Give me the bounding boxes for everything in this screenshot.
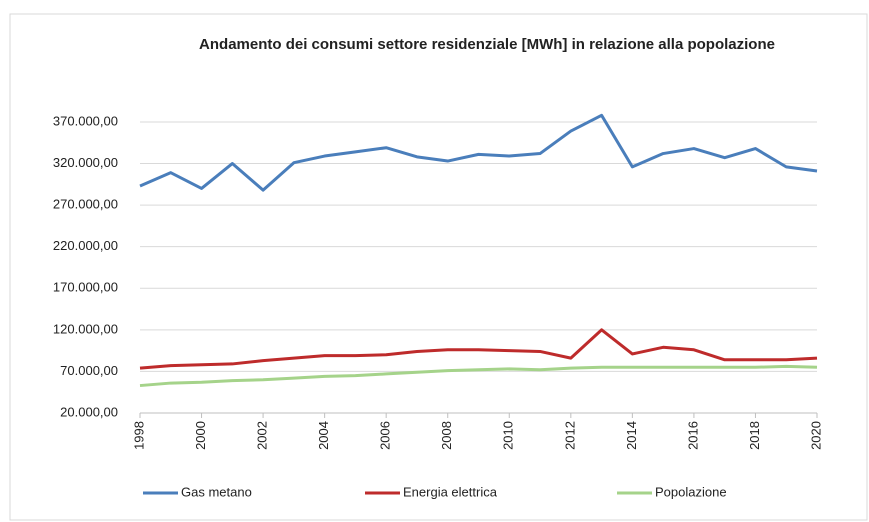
- chart-title: Andamento dei consumi settore residenzia…: [199, 36, 775, 53]
- legend-label: Gas metano: [181, 484, 252, 499]
- x-tick-label: 2012: [562, 421, 577, 450]
- y-tick-label: 270.000,00: [53, 197, 118, 212]
- series-line: [139, 328, 818, 370]
- x-tick-label: 2018: [747, 421, 762, 450]
- y-tick-label: 20.000,00: [60, 404, 118, 419]
- x-tick-label: 2004: [316, 421, 331, 450]
- y-tick-label: 120.000,00: [53, 321, 118, 336]
- x-tick-label: 2000: [193, 421, 208, 450]
- x-tick-label: 2008: [439, 421, 454, 450]
- x-tick-label: 2014: [624, 421, 639, 450]
- x-tick-label: 1998: [131, 421, 146, 450]
- x-tick-label: 2006: [378, 421, 393, 450]
- legend-label: Energia elettrica: [403, 484, 498, 499]
- chart-border: [9, 13, 868, 521]
- y-tick-label: 370.000,00: [53, 113, 118, 128]
- x-tick-label: 2010: [501, 421, 516, 450]
- y-tick-label: 70.000,00: [60, 363, 118, 378]
- y-tick-label: 320.000,00: [53, 155, 118, 170]
- legend-label: Popolazione: [655, 484, 727, 499]
- x-tick-label: 2016: [685, 421, 700, 450]
- x-tick-label: 2002: [255, 421, 270, 450]
- series-line: [139, 364, 818, 388]
- series-line: [139, 113, 818, 192]
- x-tick-label: 2020: [808, 421, 823, 450]
- y-tick-label: 220.000,00: [53, 238, 118, 253]
- y-tick-label: 170.000,00: [53, 280, 118, 295]
